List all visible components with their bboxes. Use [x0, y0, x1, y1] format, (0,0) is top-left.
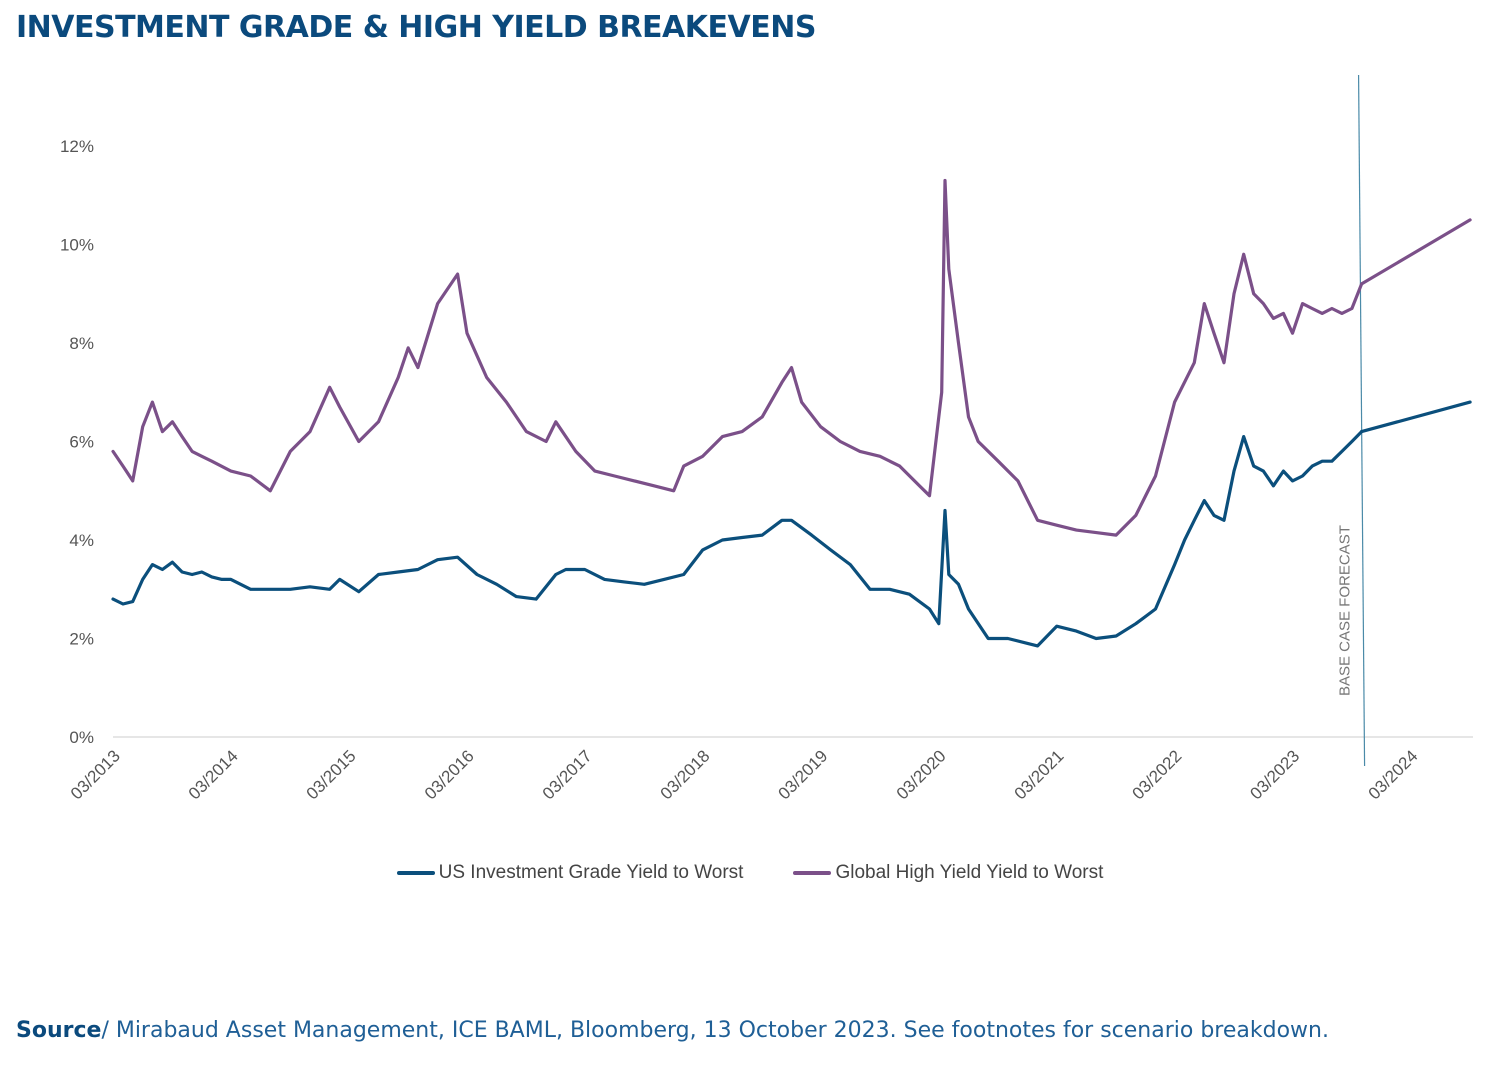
source-note: Source/ Mirabaud Asset Management, ICE B…	[16, 1018, 1329, 1043]
y-tick-label: 12%	[60, 137, 94, 156]
series-line-hy	[111, 178, 1364, 537]
y-tick-label: 10%	[60, 236, 94, 255]
x-tick-label: 03/2020	[893, 746, 950, 803]
x-tick-label: 03/2016	[421, 746, 478, 803]
legend-item-hy[interactable]: Global High Yield Yield to Worst	[793, 862, 1103, 884]
x-tick-label: 03/2019	[775, 746, 832, 803]
legend-swatch-ig	[396, 871, 435, 875]
legend-item-ig[interactable]: US Investment Grade Yield to Worst	[396, 862, 744, 884]
y-tick-label: 8%	[69, 334, 94, 353]
chart-legend: US Investment Grade Yield to Worst Globa…	[0, 862, 1500, 884]
x-tick-label: 03/2022	[1129, 746, 1186, 803]
x-tick-label: 03/2023	[1246, 746, 1303, 803]
forecast-line-ig	[1359, 400, 1472, 434]
y-tick-label: 0%	[69, 728, 94, 747]
line-chart: 0% 2% 4% 6% 8% 10% 12% 03/2013 03/2014 03/2015 03/…	[60, 74, 1473, 803]
y-tick-label: 4%	[69, 531, 94, 550]
x-tick-label: 03/2017	[539, 746, 596, 803]
source-label: Source	[16, 1018, 102, 1043]
series-line-ig	[111, 430, 1364, 648]
forecast-marker-line	[1357, 74, 1366, 767]
x-tick-label: 03/2015	[303, 746, 360, 803]
x-tick-label: 03/2024	[1365, 746, 1422, 803]
forecast-line-hy	[1359, 218, 1472, 286]
y-tick-label: 6%	[69, 433, 94, 452]
x-tick-label: 03/2014	[185, 746, 242, 803]
legend-swatch-hy	[793, 871, 832, 875]
chart-title: INVESTMENT GRADE & HIGH YIELD BREAKEVENS	[16, 10, 816, 45]
source-text: / Mirabaud Asset Management, ICE BAML, B…	[101, 1018, 1329, 1043]
x-tick-label: 03/2018	[657, 746, 714, 803]
legend-label-ig: US Investment Grade Yield to Worst	[438, 862, 744, 883]
forecast-marker-label: BASE CASE FORECAST	[1337, 525, 1354, 696]
legend-label-hy: Global High Yield Yield to Worst	[835, 862, 1104, 883]
x-tick-label: 03/2013	[67, 746, 124, 803]
y-tick-label: 2%	[69, 630, 94, 649]
x-tick-label: 03/2021	[1011, 746, 1068, 803]
